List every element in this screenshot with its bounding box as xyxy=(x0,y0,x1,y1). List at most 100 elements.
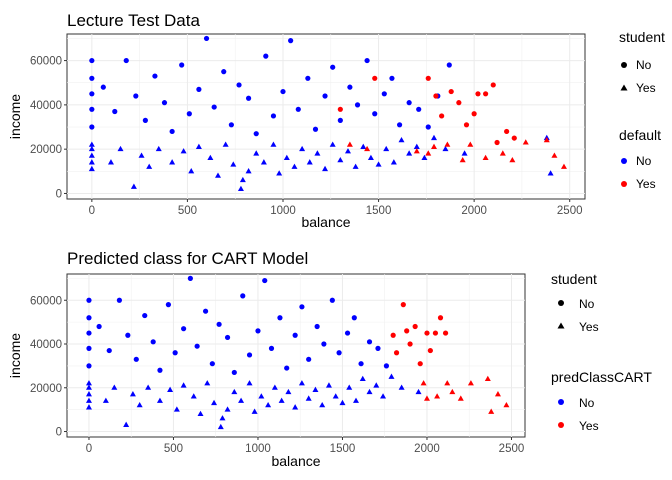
scatter-point xyxy=(123,57,129,64)
scatter-point xyxy=(230,161,237,167)
scatter-point xyxy=(86,345,92,351)
scatter-point xyxy=(285,388,292,395)
scatter-point xyxy=(346,141,353,147)
chart-2-legend-circle-key xyxy=(558,300,564,306)
scatter-point xyxy=(522,139,529,145)
scatter-point xyxy=(314,150,321,156)
scatter-point xyxy=(446,62,452,68)
scatter-point xyxy=(444,141,451,147)
scatter-point xyxy=(461,150,468,156)
scatter-point xyxy=(186,111,192,117)
scatter-point xyxy=(130,183,137,189)
x-tick-label: 1000 xyxy=(245,443,271,455)
scatter-point xyxy=(179,62,185,68)
chart-2-legend-student-title: student xyxy=(551,271,597,287)
scatter-point xyxy=(180,382,187,388)
chart-1-legend-circle-key xyxy=(621,62,627,68)
scatter-point xyxy=(325,382,332,388)
scatter-point xyxy=(456,100,462,106)
x-tick-label: 1000 xyxy=(270,205,296,217)
scatter-point xyxy=(299,304,305,310)
scatter-point xyxy=(344,330,351,336)
scatter-point xyxy=(432,330,439,336)
scatter-point xyxy=(388,373,395,379)
scatter-point xyxy=(123,421,130,427)
x-tick-label: 500 xyxy=(178,205,197,217)
scatter-point xyxy=(85,397,92,403)
scatter-point xyxy=(251,408,258,414)
scatter-point xyxy=(245,95,252,101)
scatter-point xyxy=(319,401,326,408)
scatter-point xyxy=(156,397,163,403)
scatter-point xyxy=(351,315,357,321)
chart-2-y-ticks: 0 20000 40000 60000 xyxy=(30,295,67,439)
scatter-point xyxy=(209,361,215,367)
scatter-point xyxy=(195,143,202,149)
scatter-point xyxy=(346,384,353,390)
scatter-point xyxy=(511,135,517,141)
scatter-point xyxy=(423,395,430,401)
scatter-point xyxy=(292,404,299,410)
scatter-point xyxy=(467,380,474,386)
scatter-point xyxy=(398,384,405,390)
scatter-point xyxy=(416,106,422,112)
scatter-point xyxy=(196,86,202,92)
scatter-point xyxy=(393,350,400,356)
scatter-point xyxy=(237,185,244,192)
scatter-point xyxy=(305,75,311,81)
scatter-point xyxy=(89,91,95,97)
chart-1-grid xyxy=(67,34,585,199)
chart-1: Lecture Test Data 0 500 1000 1500 2000 2500 0… xyxy=(7,11,665,230)
scatter-point xyxy=(305,395,312,401)
scatter-point xyxy=(329,297,335,303)
scatter-point xyxy=(173,406,180,412)
scatter-point xyxy=(547,170,554,176)
scatter-point xyxy=(332,393,339,399)
scatter-point xyxy=(172,350,178,356)
scatter-point xyxy=(475,91,481,97)
scatter-point xyxy=(221,69,227,75)
scatter-point xyxy=(222,141,229,147)
scatter-point xyxy=(380,393,387,399)
scatter-point xyxy=(413,143,420,149)
chart-2-x-ticks: 0 500 1000 1500 2000 2500 xyxy=(86,437,524,455)
chart-1-legend-color-title: default xyxy=(619,127,661,143)
scatter-point xyxy=(268,345,275,351)
scatter-point xyxy=(85,380,92,386)
scatter-point xyxy=(116,297,122,303)
scatter-point xyxy=(89,106,95,112)
scatter-point xyxy=(181,326,187,332)
scatter-point xyxy=(543,137,550,143)
scatter-point xyxy=(96,323,102,330)
scatter-point xyxy=(352,163,359,169)
chart-2-title: Predicted class for CART Model xyxy=(67,249,308,268)
chart-2-legend-triangle-key xyxy=(557,322,565,329)
chart-2-points xyxy=(85,275,510,430)
chart-1-points xyxy=(88,35,567,192)
scatter-point xyxy=(396,122,403,128)
x-tick-label: 2000 xyxy=(414,443,440,455)
scatter-point xyxy=(277,315,283,321)
scatter-point xyxy=(312,386,319,392)
y-tick-label: 20000 xyxy=(30,383,62,395)
scatter-point xyxy=(100,84,106,90)
scatter-point xyxy=(359,375,366,382)
chart-2-grid xyxy=(67,274,525,437)
scatter-point xyxy=(306,159,313,165)
scatter-point xyxy=(106,347,112,354)
scatter-point xyxy=(337,117,343,123)
scatter-point xyxy=(424,330,430,336)
scatter-point xyxy=(262,277,268,284)
scatter-point xyxy=(448,88,454,95)
scatter-point xyxy=(321,341,327,347)
y-tick-label: 40000 xyxy=(30,339,62,351)
chart-2-legend-student-no: No xyxy=(579,297,595,311)
scatter-point xyxy=(322,93,328,99)
chart-2: Predicted class for CART Model 0 500 1000 1… xyxy=(7,249,652,469)
scatter-point xyxy=(352,397,359,403)
scatter-point xyxy=(86,315,92,321)
scatter-point xyxy=(483,91,489,97)
scatter-point xyxy=(375,345,381,351)
x-tick-label: 1500 xyxy=(330,443,356,455)
x-tick-label: 2500 xyxy=(557,205,583,217)
